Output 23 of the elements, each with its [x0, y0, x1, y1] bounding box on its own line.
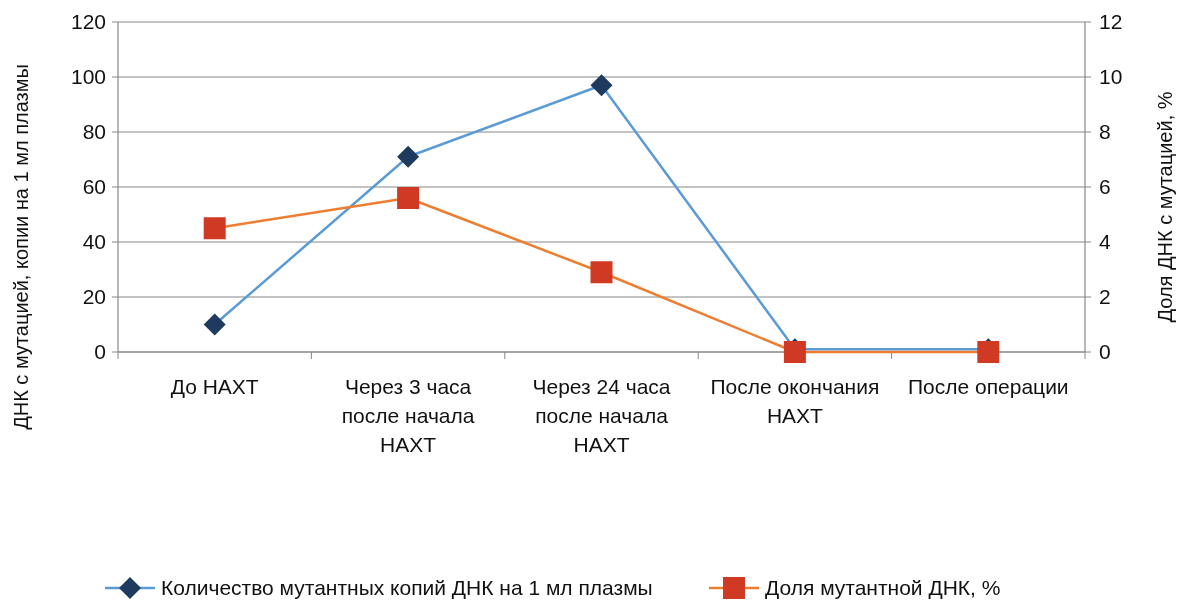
y2-tick-label: 2: [1099, 285, 1111, 309]
legend-label: Количество мутантных копий ДНК на 1 мл плазмы: [161, 576, 653, 600]
legend-label: Доля мутантной ДНК, %: [765, 576, 1001, 600]
y2-axis-title: Доля ДНК с мутацией, %: [1154, 91, 1176, 323]
y2-tick-label: 10: [1099, 65, 1123, 89]
y-tick-label: 80: [82, 120, 106, 144]
y-axis-title: ДНК с мутацией, копии на 1 мл плазмы: [10, 64, 32, 430]
x-tick-label: После операции: [907, 375, 1069, 398]
y2-tick-label: 0: [1099, 340, 1111, 364]
y-tick-label: 20: [82, 285, 106, 309]
x-tick-label: Через 24 часа после начала НАХТ: [532, 375, 671, 456]
y-tick-label: 100: [70, 65, 106, 89]
y-tick-label: 0: [94, 340, 106, 364]
y2-tick-label: 12: [1099, 10, 1123, 34]
x-tick-label: После окончания НАХТ: [710, 375, 880, 427]
x-tick-label: Через 3 часа после начала НАХТ: [341, 375, 475, 456]
y-tick-label: 60: [82, 175, 106, 199]
y2-tick-label: 8: [1099, 120, 1111, 144]
x-tick-label: До НАХТ: [170, 375, 259, 398]
y-tick-label: 120: [70, 10, 106, 34]
y-tick-label: 40: [82, 230, 106, 254]
y2-tick-label: 6: [1099, 175, 1111, 199]
y2-tick-label: 4: [1099, 230, 1111, 254]
